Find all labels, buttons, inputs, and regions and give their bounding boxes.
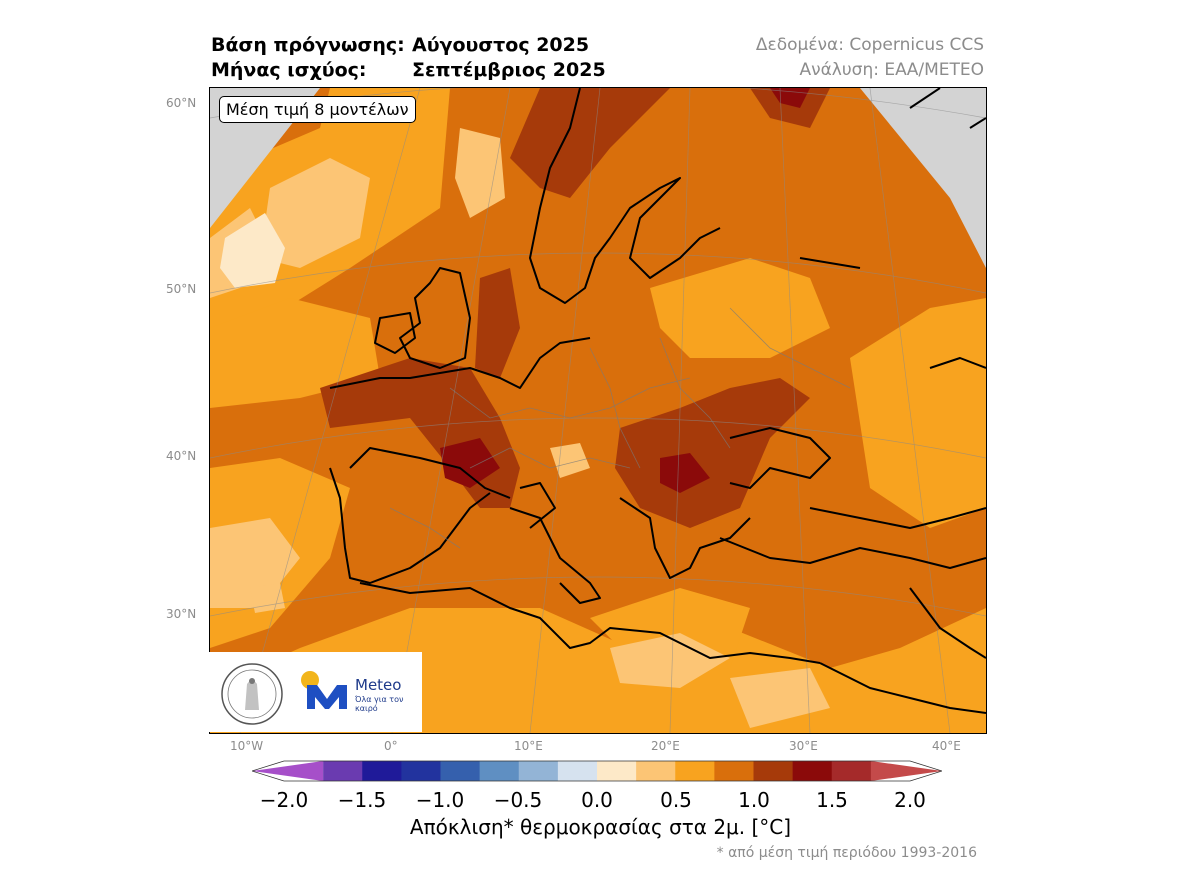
- anomaly-cream-patch: [220, 213, 285, 288]
- coastlines: [329, 88, 986, 714]
- colorbar-segment-10: [675, 761, 715, 781]
- colorbar-tick-m2-0: −2.0: [259, 788, 309, 812]
- colorbar-segment-12: [753, 761, 794, 781]
- lon-label-0: 0°: [384, 739, 398, 753]
- meteo-m-logo-icon: [301, 671, 347, 709]
- anomaly-serbia-deep: [660, 453, 710, 493]
- anomaly-east-light: [850, 298, 986, 528]
- lon-label-10w: 10°W: [230, 739, 264, 753]
- anomaly-pale-morocco: [250, 583, 285, 613]
- colorbar-segment-15: [870, 761, 942, 781]
- valid-month-value: Σεπτέμβριος 2025: [412, 59, 606, 81]
- graticule: [210, 88, 986, 733]
- logos-svg: [221, 663, 347, 725]
- colorbar-segment-4: [440, 761, 481, 781]
- anomaly-pale-north-sea: [455, 128, 505, 218]
- anomaly-pale-atlantic: [260, 158, 370, 268]
- valid-month-label: Μήνας ισχύος:: [211, 59, 367, 81]
- meteo-tagline: Όλα για τον καιρό: [355, 695, 404, 713]
- colorbar-segment-9: [636, 761, 676, 781]
- colorbar-tick-0-5: 0.5: [660, 788, 692, 812]
- lon-label-10e: 10°E: [514, 739, 543, 753]
- forecast-base-label: Βάση πρόγνωσης:: [211, 34, 405, 56]
- temperature-anomaly-map: [209, 87, 987, 734]
- colorbar-label: Απόκλιση* θερμοκρασίας στα 2μ. [°C]: [409, 815, 792, 839]
- lat-label-30n: 30°N: [166, 607, 197, 621]
- reference-period-footnote: * από μέση τιμή περιόδου 1993-2016: [716, 845, 977, 861]
- anomaly-northsea-dark: [475, 268, 520, 378]
- country-borders: [389, 307, 851, 549]
- colorbar-segment-6: [518, 761, 559, 781]
- colorbar-outline: [252, 760, 942, 782]
- lat-label-40n: 40°N: [166, 449, 197, 463]
- colorbar: [252, 760, 942, 782]
- anomaly-biscay-light: [210, 298, 380, 408]
- data-source-text: Δεδομένα: Copernicus CCS: [755, 35, 984, 55]
- observatory-seal-icon: [221, 663, 283, 725]
- anomaly-balkans-dark: [615, 378, 810, 528]
- anomaly-alps-deep: [440, 438, 500, 488]
- masked-corner-ne: [860, 88, 986, 268]
- lon-label-40e: 40°E: [932, 739, 961, 753]
- colorbar-segment-0: [252, 761, 324, 781]
- colorbar-tick-m1-5: −1.5: [337, 788, 387, 812]
- colorbar-segment-14: [831, 761, 872, 781]
- colorbar-tick-2-0: 2.0: [894, 788, 926, 812]
- colorbar-tick-0-0: 0.0: [581, 788, 613, 812]
- masked-corner-nw: [210, 88, 320, 228]
- lat-label-60n: 60°N: [166, 96, 197, 110]
- analysis-credit-text: Ανάλυση: ΕΑΑ/METEO: [799, 60, 984, 80]
- lat-label-50n: 50°N: [166, 282, 197, 296]
- anomaly-pale-egypt: [730, 668, 830, 728]
- forecast-base-value: Αύγουστος 2025: [412, 34, 590, 56]
- map-canvas: [210, 88, 986, 733]
- colorbar-segment-11: [714, 761, 754, 781]
- anomaly-pale-libya: [610, 633, 730, 688]
- colorbar-segment-7: [557, 761, 598, 781]
- lon-label-20e: 20°E: [651, 739, 680, 753]
- colorbar-segment-1: [323, 761, 363, 781]
- colorbar-segment-13: [792, 761, 833, 781]
- lon-label-30e: 30°E: [789, 739, 818, 753]
- anomaly-north-dark: [750, 88, 830, 128]
- anomaly-russia-light: [650, 258, 830, 358]
- colorbar-tick-m0-5: −0.5: [493, 788, 543, 812]
- colorbar-segment-3: [401, 761, 441, 781]
- colorbar-tick-1-5: 1.5: [816, 788, 848, 812]
- meteo-brand-name: Meteo: [355, 676, 402, 694]
- colorbar-tick-1-0: 1.0: [738, 788, 770, 812]
- colorbar-segment-2: [362, 761, 402, 781]
- logos-panel: Meteo Όλα για τον καιρό: [209, 652, 422, 732]
- model-mean-badge: Μέση τιμή 8 μοντέλων: [219, 96, 416, 123]
- anomaly-pale-adriatic: [550, 443, 590, 478]
- colorbar-segment-8: [597, 761, 637, 781]
- colorbar-tick-m1-0: −1.0: [415, 788, 465, 812]
- colorbar-segment-5: [479, 761, 520, 781]
